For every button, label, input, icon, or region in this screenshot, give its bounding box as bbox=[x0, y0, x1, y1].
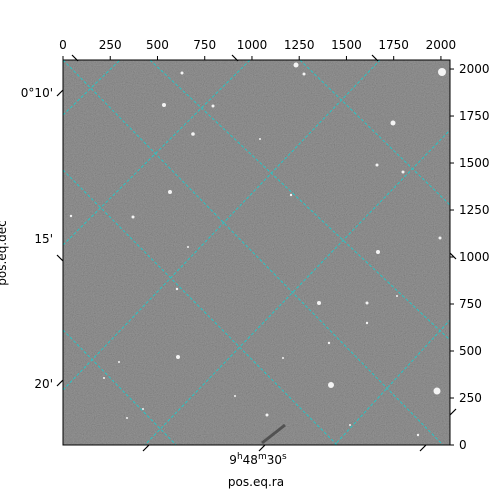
dec-tick-label: 15' bbox=[34, 232, 53, 246]
grid-line bbox=[144, 129, 450, 445]
world-tick bbox=[371, 54, 379, 62]
grid-line bbox=[63, 60, 444, 445]
satellite-trail bbox=[261, 423, 286, 445]
star bbox=[142, 408, 144, 410]
star bbox=[327, 341, 331, 345]
y-axis-label: pos.eq.dec bbox=[0, 220, 9, 285]
world-tick bbox=[419, 444, 427, 452]
grid-line bbox=[63, 169, 338, 445]
world-tick bbox=[71, 54, 79, 62]
grid-line bbox=[149, 60, 450, 341]
star bbox=[176, 355, 180, 359]
star bbox=[211, 104, 215, 108]
y-pixel-tick-label: 0 bbox=[459, 438, 467, 452]
star bbox=[376, 250, 380, 254]
world-tick bbox=[449, 408, 457, 416]
world-axis-ticks: 0°10' 15' 20' bbox=[21, 54, 457, 452]
star bbox=[375, 163, 379, 167]
star bbox=[126, 417, 128, 419]
y-pixel-tick-label: 1500 bbox=[459, 156, 490, 170]
y-pixel-tick-label: 1000 bbox=[459, 250, 490, 264]
y-pixel-tick-label: 750 bbox=[459, 297, 482, 311]
star bbox=[259, 138, 261, 140]
x-pixel-tick-label: 500 bbox=[146, 38, 169, 52]
x-pixel-tick-label: 1500 bbox=[331, 38, 362, 52]
star bbox=[396, 295, 398, 297]
x-pixel-tick-label: 750 bbox=[193, 38, 216, 52]
y-pixel-tick-label: 2000 bbox=[459, 62, 490, 76]
star bbox=[438, 236, 442, 240]
x-pixel-tick-label: 1000 bbox=[237, 38, 268, 52]
coordinate-grid bbox=[63, 60, 450, 445]
world-tick bbox=[231, 54, 239, 62]
star bbox=[349, 424, 351, 426]
star bbox=[162, 103, 166, 107]
world-tick bbox=[56, 254, 64, 262]
plot-frame bbox=[62, 59, 451, 446]
star bbox=[175, 287, 179, 291]
star bbox=[302, 72, 306, 76]
grid-line bbox=[333, 319, 450, 445]
star bbox=[234, 395, 236, 397]
star bbox=[365, 301, 369, 305]
y-pixel-tick-label: 500 bbox=[459, 344, 482, 358]
grid-line bbox=[63, 60, 251, 246]
star bbox=[401, 170, 405, 174]
x-pixel-tick-label: 1750 bbox=[378, 38, 409, 52]
dec-tick-label: 0°10' bbox=[21, 86, 53, 100]
y-pixel-tick-label: 1750 bbox=[459, 109, 490, 123]
star bbox=[328, 382, 334, 388]
star bbox=[103, 377, 105, 379]
star bbox=[433, 387, 441, 395]
star bbox=[289, 193, 293, 197]
star bbox=[438, 68, 446, 76]
world-tick bbox=[142, 444, 150, 452]
x-pixel-tick-label: 2000 bbox=[426, 38, 457, 52]
world-tick bbox=[56, 89, 64, 97]
star bbox=[416, 433, 420, 437]
star bbox=[168, 190, 172, 194]
star bbox=[131, 215, 135, 219]
star bbox=[187, 246, 189, 248]
star bbox=[293, 62, 299, 68]
star bbox=[282, 357, 284, 359]
star bbox=[180, 71, 184, 75]
star bbox=[69, 214, 73, 218]
sky-image bbox=[63, 60, 450, 445]
x-pixel-tick-label: 250 bbox=[99, 38, 122, 52]
x-pixel-tick-label: 0 bbox=[59, 38, 67, 52]
star bbox=[118, 361, 120, 363]
y-pixel-tick-label: 250 bbox=[459, 391, 482, 405]
ra-tick-label: 9h48m30s bbox=[229, 452, 287, 467]
star bbox=[365, 321, 369, 325]
star bbox=[390, 120, 396, 126]
x-pixel-tick-label: 1250 bbox=[284, 38, 315, 52]
star bbox=[317, 301, 321, 305]
stars-layer bbox=[69, 62, 446, 437]
grid-line bbox=[63, 60, 121, 116]
grid-line bbox=[63, 60, 381, 391]
world-tick bbox=[258, 444, 266, 452]
pixel-axis-ticks: 0 250 500 750 1000 1250 1500 1750 2000 0 250 500 750… bbox=[59, 38, 489, 452]
world-tick bbox=[449, 252, 457, 260]
x-axis-label: pos.eq.ra bbox=[228, 475, 284, 489]
y-pixel-tick-label: 1250 bbox=[459, 203, 490, 217]
dec-tick-label: 20' bbox=[34, 377, 53, 391]
world-tick bbox=[56, 379, 64, 387]
star bbox=[191, 132, 195, 136]
star bbox=[265, 413, 269, 417]
